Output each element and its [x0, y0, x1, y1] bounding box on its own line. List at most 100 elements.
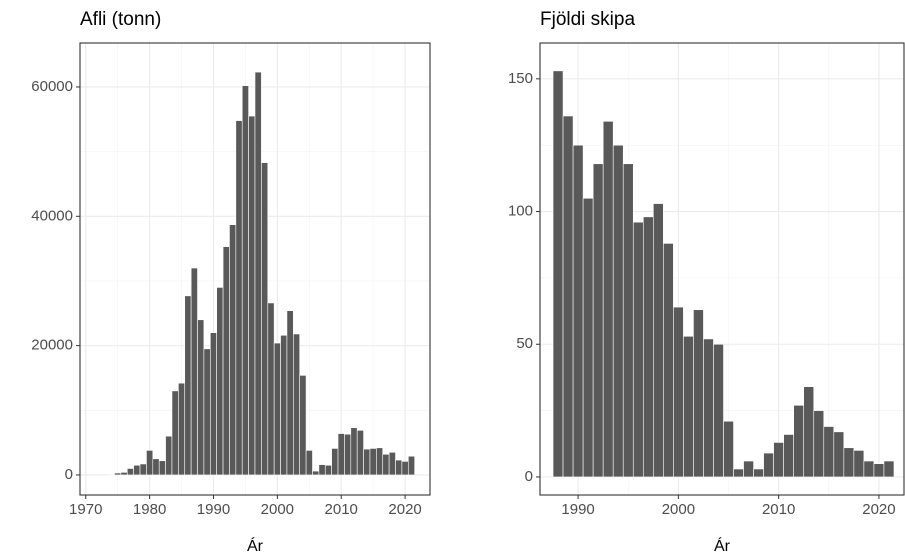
bar: [126, 468, 134, 476]
bar: [733, 468, 744, 478]
bar: [165, 435, 173, 476]
bar: [139, 463, 147, 476]
bar: [388, 452, 396, 476]
bar: [222, 246, 230, 476]
bar: [743, 460, 754, 478]
chart-title: Afli (tonn): [80, 9, 161, 30]
x-tick-label: 2010: [325, 501, 358, 518]
bar: [763, 452, 774, 478]
bar: [843, 447, 855, 478]
bar: [280, 334, 288, 476]
y-tick-label: 40000: [31, 207, 73, 224]
bar: [873, 463, 885, 478]
bar: [229, 224, 237, 476]
panel-border: [79, 42, 431, 496]
bar: [833, 431, 845, 478]
bar: [197, 319, 205, 476]
bar: [350, 427, 358, 476]
x-tick-label: 2010: [762, 501, 795, 518]
panel: Fjöldi skipa 1990 2000 2010 2020 0 50 100 150 Ár: [508, 9, 905, 555]
bar: [235, 120, 243, 476]
bar: [407, 455, 415, 476]
bar: [376, 447, 384, 476]
x-tick-label: 1990: [197, 501, 230, 518]
bar: [356, 430, 364, 476]
bar: [753, 468, 764, 478]
bar: [190, 267, 198, 476]
bar: [803, 386, 815, 478]
bar: [883, 460, 895, 478]
bar: [653, 203, 664, 478]
x-axis-title: Ár: [714, 536, 731, 555]
bar: [216, 287, 224, 476]
x-tick-label: 1990: [561, 501, 594, 518]
y-tick-label: 0: [65, 466, 73, 483]
bar: [267, 302, 275, 476]
bar: [312, 470, 320, 476]
y-tick-label: 100: [508, 203, 533, 220]
bar: [612, 144, 624, 478]
bar: [382, 453, 390, 476]
bar: [184, 295, 192, 476]
bar: [663, 243, 674, 478]
bar: [642, 216, 654, 478]
bar: [813, 410, 825, 478]
bar: [158, 460, 166, 476]
bar: [114, 472, 122, 476]
bar: [241, 85, 249, 476]
bar: [853, 450, 865, 478]
bar: [293, 333, 301, 476]
bar: [261, 162, 269, 476]
bar: [582, 197, 594, 478]
bar: [171, 390, 179, 476]
bar: [632, 221, 644, 478]
bar: [209, 332, 217, 476]
bar: [146, 450, 154, 476]
bar: [723, 420, 734, 478]
bar: [783, 434, 794, 478]
bar: [203, 348, 211, 476]
x-tick-label: 2000: [261, 501, 294, 518]
bar: [152, 458, 160, 476]
panel-border: [539, 42, 905, 496]
bar: [673, 306, 684, 478]
panel: Afli (tonn) 1970 1980 1990 2000 2010 2020 0 2000…: [31, 9, 431, 555]
x-tick-label: 2020: [862, 501, 895, 518]
bar: [299, 375, 307, 476]
bar: [133, 464, 141, 476]
bar: [363, 448, 371, 476]
bar: [107, 474, 115, 476]
bar: [369, 448, 377, 476]
x-tick-label: 1980: [133, 501, 166, 518]
chart-title: Fjöldi skipa: [540, 9, 635, 30]
x-tick-label: 2000: [662, 501, 695, 518]
y-tick-label: 50: [516, 335, 533, 352]
bar: [693, 309, 704, 478]
bar: [337, 433, 345, 476]
bar: [562, 115, 574, 478]
bar: [305, 450, 313, 476]
y-tick-label: 60000: [31, 78, 73, 95]
bar: [248, 115, 256, 476]
y-tick-label: 150: [508, 70, 533, 87]
bar: [572, 144, 584, 478]
bar: [552, 70, 564, 478]
bar: [120, 472, 128, 476]
bar: [703, 338, 714, 478]
x-tick-label: 1970: [69, 501, 102, 518]
bar: [713, 343, 724, 478]
bar: [773, 442, 784, 478]
bar: [401, 461, 409, 476]
y-tick-label: 0: [525, 468, 533, 485]
bar: [823, 426, 835, 478]
bar: [318, 464, 326, 476]
bar: [331, 448, 339, 476]
bar: [793, 404, 805, 478]
bar: [273, 342, 281, 476]
bar: [863, 460, 875, 478]
bar: [592, 163, 604, 478]
bar: [344, 433, 352, 476]
bar: [324, 464, 332, 476]
bar: [286, 310, 294, 476]
